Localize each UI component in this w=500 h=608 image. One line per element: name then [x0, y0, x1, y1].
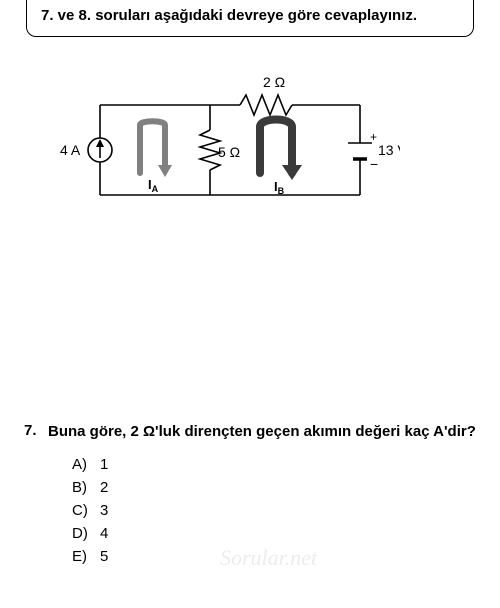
instruction-box: 7. ve 8. soruları aşağıdaki devreye göre… — [26, 0, 474, 37]
option-value: 1 — [100, 456, 108, 473]
option-d[interactable]: D) 4 — [72, 525, 476, 542]
question-number: 7. — [24, 422, 48, 442]
label-voltage-source: 13 V — [378, 142, 400, 158]
option-value: 2 — [100, 479, 108, 496]
options-list: A) 1 B) 2 C) 3 D) 4 E) 5 — [72, 456, 476, 565]
label-top-resistor: 2 Ω — [263, 74, 285, 90]
label-current-source: 4 A — [60, 142, 81, 158]
svg-text:+: + — [370, 130, 377, 144]
question-text: Buna göre, 2 Ω'luk dirençten geçen akımı… — [48, 422, 476, 442]
option-value: 3 — [100, 502, 108, 519]
option-c[interactable]: C) 3 — [72, 502, 476, 519]
circuit-diagram: 2 Ω 5 Ω 4 A 13 V + − IA IB — [60, 65, 400, 225]
option-b[interactable]: B) 2 — [72, 479, 476, 496]
svg-text:IB: IB — [274, 179, 285, 196]
question-block: 7. Buna göre, 2 Ω'luk dirençten geçen ak… — [24, 422, 476, 571]
option-value: 4 — [100, 525, 108, 542]
svg-text:−: − — [370, 156, 378, 172]
option-letter: B) — [72, 479, 100, 496]
option-a[interactable]: A) 1 — [72, 456, 476, 473]
svg-text:IA: IA — [148, 177, 159, 194]
option-letter: A) — [72, 456, 100, 473]
option-letter: C) — [72, 502, 100, 519]
option-e[interactable]: E) 5 — [72, 548, 476, 565]
instruction-text: 7. ve 8. soruları aşağıdaki devreye göre… — [41, 6, 459, 26]
option-letter: E) — [72, 548, 100, 565]
option-value: 5 — [100, 548, 108, 565]
option-letter: D) — [72, 525, 100, 542]
label-mid-resistor: 5 Ω — [218, 144, 240, 160]
